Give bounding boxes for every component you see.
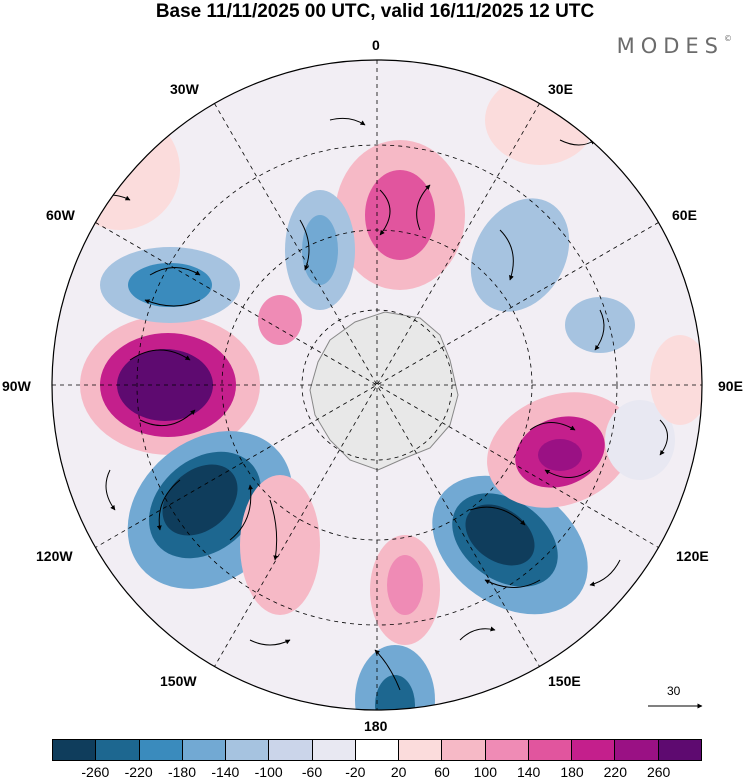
colorbar-tick-label: 60	[434, 764, 450, 780]
colorbar-tick-label: 140	[516, 764, 541, 780]
colorbar-tick-label: 260	[646, 764, 671, 780]
colorbar-tick-label: -260	[81, 764, 110, 780]
brand-mark: ©	[724, 34, 732, 43]
colorbar-tick-label: -20	[345, 764, 366, 780]
colorbar-tick-label: 100	[473, 764, 498, 780]
colorbar-tick-label: 220	[603, 764, 628, 780]
graticule	[52, 60, 702, 710]
colorbar-tick-label: -100	[254, 764, 283, 780]
label-lon-30w: 30W	[170, 81, 199, 97]
vector-scale-label: 30	[667, 684, 681, 698]
brand-text: MODES	[616, 34, 724, 58]
colorbar-cell	[139, 740, 183, 760]
colorbar-cell	[485, 740, 529, 760]
label-lon-60w: 60W	[46, 207, 75, 223]
label-lon-150e: 150E	[548, 673, 581, 689]
antarctica-landmass	[309, 311, 459, 471]
map-boundary	[51, 59, 703, 711]
colorbar-cell	[269, 740, 313, 760]
colorbar-tick-label: 20	[390, 764, 407, 780]
anomaly-field	[60, 75, 702, 710]
colorbar-cell	[182, 740, 227, 760]
colorbar-tick-label: -140	[211, 764, 240, 780]
colorbar	[52, 739, 702, 761]
map-title: Base 11/11/2025 00 UTC, valid 16/11/2025…	[155, 1, 595, 22]
colorbar-cell	[226, 740, 270, 760]
colorbar-cell	[615, 740, 659, 760]
colorbar-tick-label: -220	[124, 764, 153, 780]
label-lon-90e: 90E	[718, 378, 743, 394]
colorbar-tick-label: -180	[167, 764, 197, 780]
wind-vectors	[89, 117, 668, 691]
colorbar-cell	[399, 740, 443, 760]
label-lon-30e: 30E	[548, 81, 573, 97]
colorbar-tick-label: -60	[301, 764, 323, 780]
label-lon-120e: 120E	[676, 548, 709, 564]
colorbar-cell	[658, 740, 701, 760]
colorbar-cell	[312, 740, 356, 760]
modes-logo: MODES©	[617, 34, 732, 58]
colorbar-cell	[442, 740, 486, 760]
colorbar-cell	[528, 740, 573, 760]
label-lon-60e: 60E	[672, 207, 697, 223]
colorbar-tick-label: 180	[560, 764, 584, 780]
colorbar-cell	[355, 740, 400, 760]
colorbar-cell	[96, 740, 140, 760]
colorbar-cell	[572, 740, 616, 760]
label-lon-180: 180	[364, 718, 388, 734]
label-lon-120w: 120W	[36, 548, 73, 564]
label-lon-0: 0	[372, 37, 380, 53]
label-lon-90w: 90W	[2, 378, 31, 394]
label-lon-150w: 150W	[160, 673, 197, 689]
colorbar-cell	[53, 740, 97, 760]
